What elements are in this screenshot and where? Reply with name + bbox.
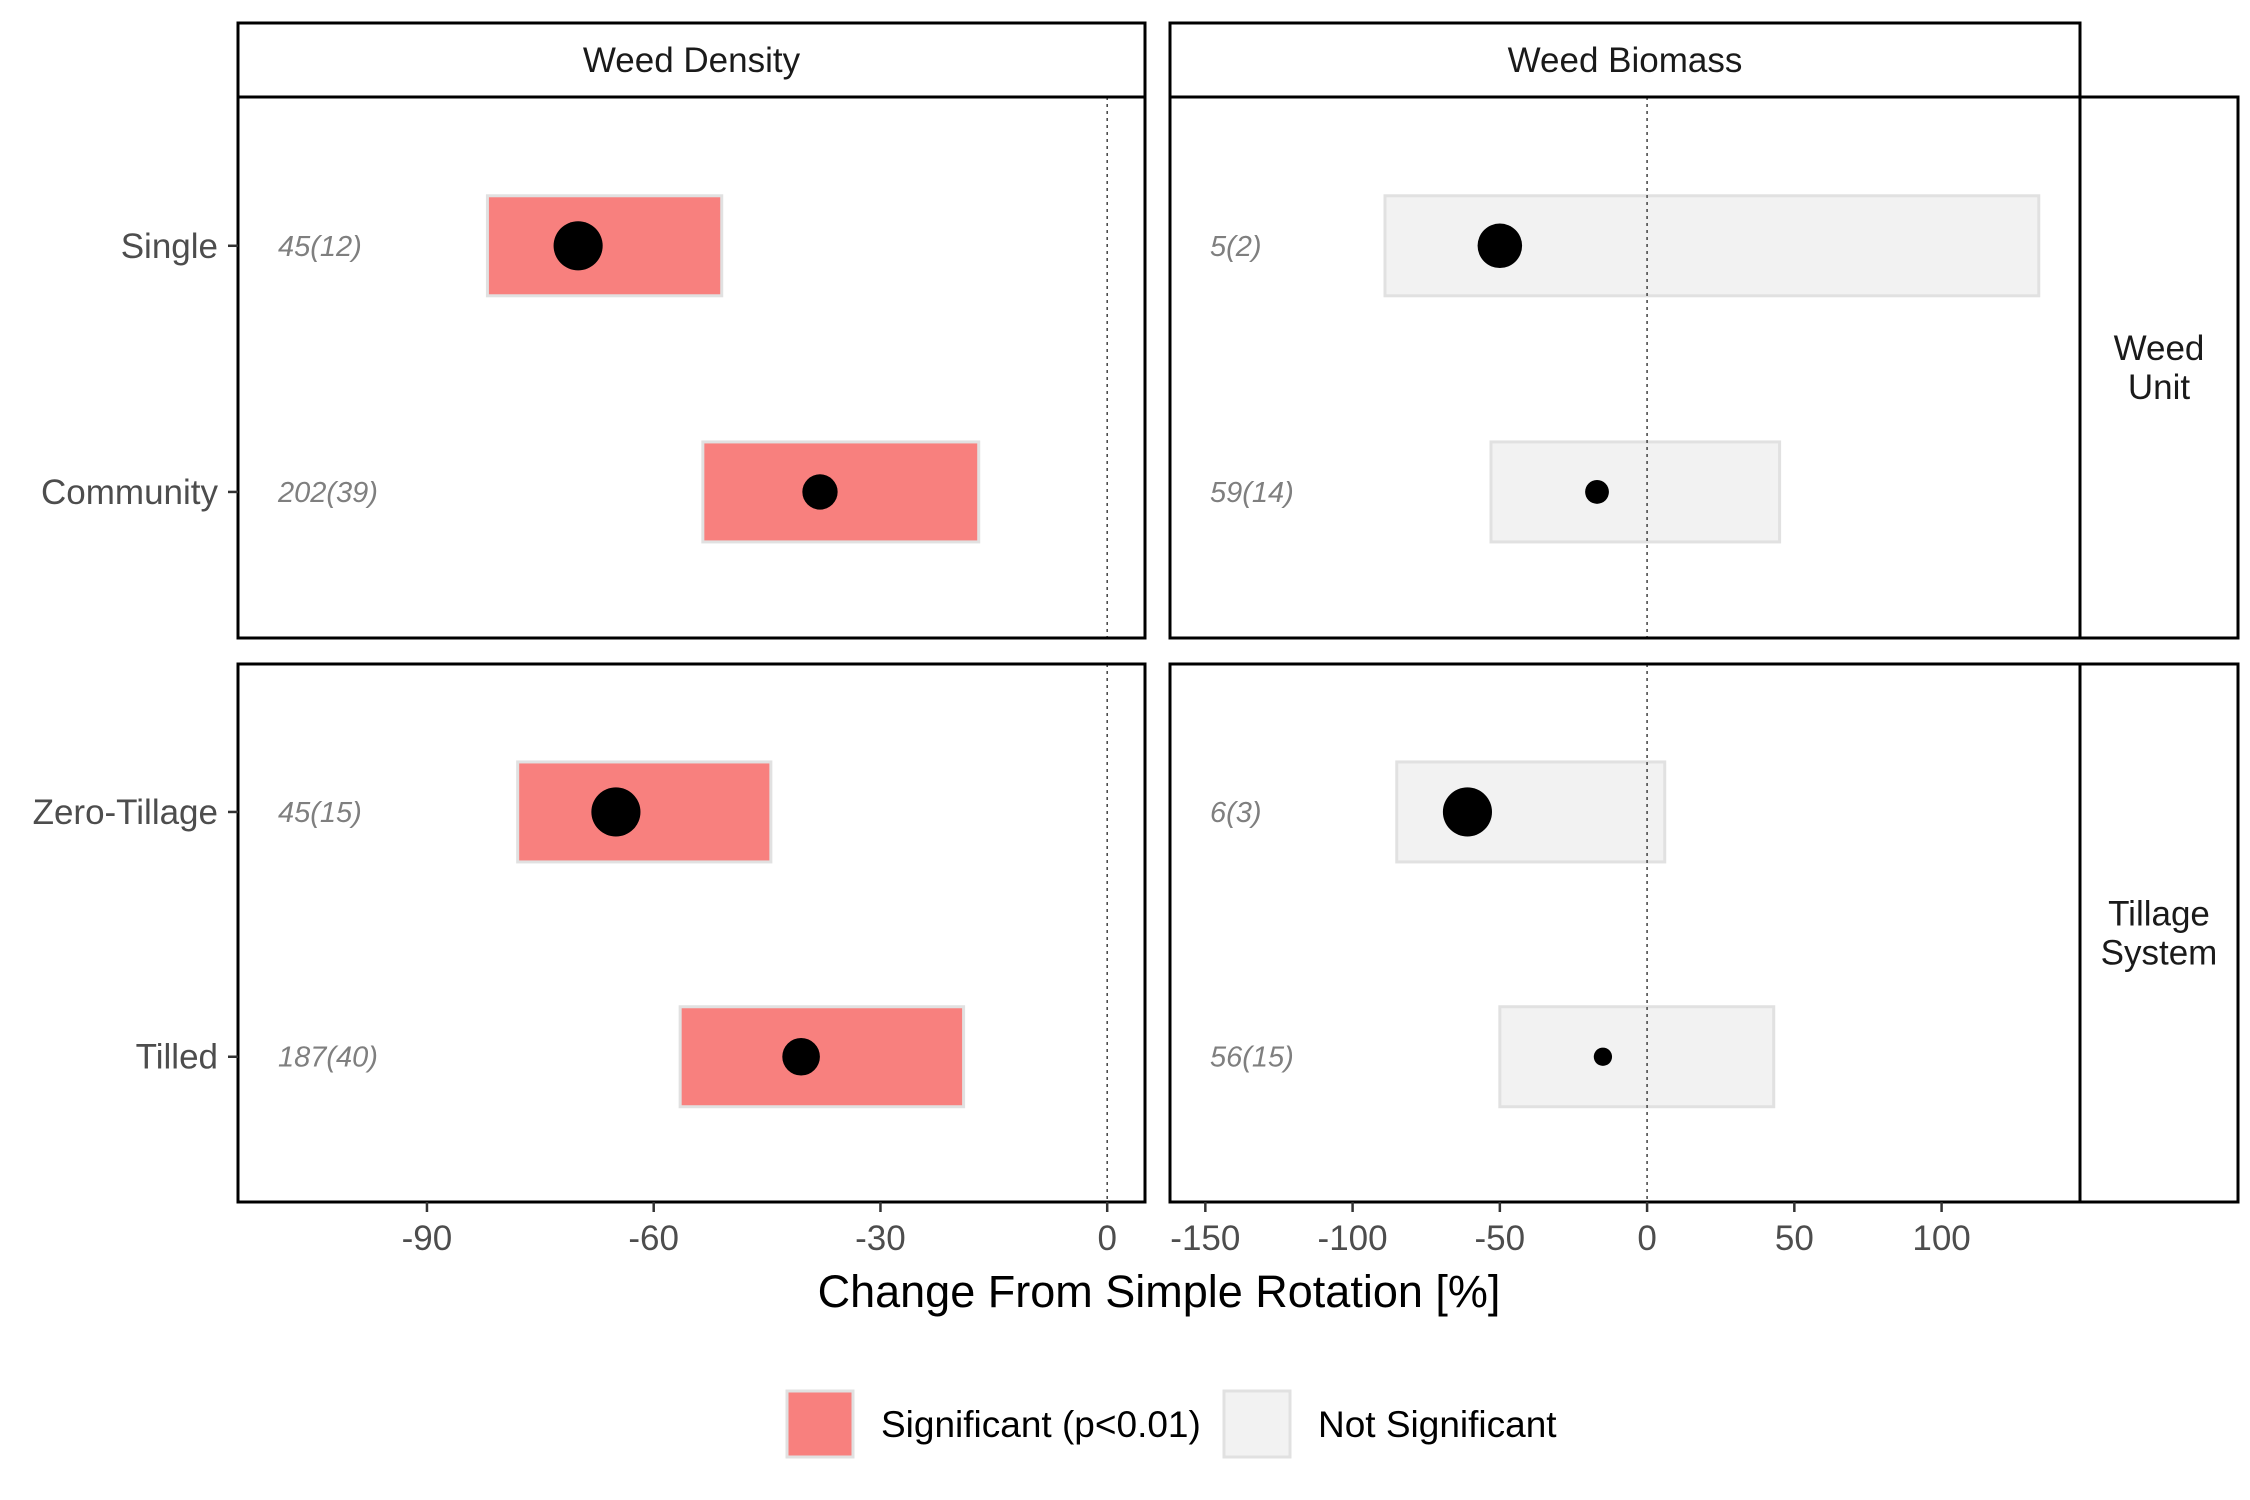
panel-background [238, 97, 1145, 638]
sample-size-label: 187(40) [278, 1042, 378, 1074]
facet-strip-label: Weed Biomass [1508, 41, 1743, 80]
legend-key-not-significant [1222, 1389, 1292, 1459]
estimate-point-weed-biomass-single [1477, 223, 1523, 269]
panel-background [1170, 97, 2080, 638]
y-tick-label-zero-tillage: Zero-Tillage [33, 793, 218, 832]
sample-size-label: 5(2) [1210, 231, 1262, 263]
x-tick-label: 100 [1912, 1219, 1970, 1258]
facet-strip-label: Unit [2128, 368, 2191, 407]
x-tick-label: -60 [628, 1219, 679, 1258]
panel-border-weed-density-tillage-system [236, 662, 1147, 1204]
legend-label: Not Significant [1318, 1404, 1557, 1445]
x-tick-label: -100 [1318, 1219, 1388, 1258]
legend-label: Significant (p<0.01) [881, 1404, 1201, 1445]
facet-strip-weed-biomass [1168, 21, 2082, 99]
ci-box-weed-density-community [701, 440, 981, 544]
ci-box-weed-density-tilled [678, 1005, 966, 1109]
facet-strip-label: Weed [2114, 329, 2205, 368]
sample-size-label: 45(12) [278, 231, 362, 263]
panel-border-weed-biomass-weed-unit [1168, 95, 2082, 640]
sample-size-label: 6(3) [1210, 797, 1262, 829]
facet-strip-label: System [2101, 934, 2218, 973]
x-tick-label: -90 [402, 1219, 453, 1258]
y-tick-label-tilled: Tilled [136, 1038, 218, 1077]
legend-key-significant-p-0-01 [785, 1389, 855, 1459]
sample-size-label: 45(15) [278, 797, 362, 829]
ci-box-weed-density-single [485, 194, 724, 298]
ci-box-weed-biomass-community [1489, 440, 1782, 544]
panel-border-weed-biomass-tillage-system [1168, 662, 2082, 1204]
x-axis-title: Change From Simple Rotation [%] [818, 1266, 1501, 1317]
facet-strip-weed-unit [2078, 95, 2240, 640]
x-tick-label: -150 [1170, 1219, 1240, 1258]
estimate-point-weed-biomass-tilled [1593, 1047, 1613, 1066]
panel-border-weed-density-weed-unit [236, 95, 1147, 640]
panel-background [238, 664, 1145, 1202]
estimate-point-weed-density-single [553, 221, 603, 271]
x-tick-label: 50 [1775, 1219, 1814, 1258]
x-tick-label: -30 [855, 1219, 906, 1258]
estimate-point-weed-biomass-zero-tillage [1442, 787, 1492, 837]
ci-box-weed-biomass-zero-tillage [1395, 760, 1667, 864]
panel-background [1170, 664, 2080, 1202]
y-tick-label-single: Single [121, 227, 218, 266]
sample-size-label: 59(14) [1210, 477, 1294, 509]
x-tick-label: 0 [1637, 1219, 1656, 1258]
x-tick-label: 0 [1097, 1219, 1116, 1258]
estimate-point-weed-biomass-community [1585, 480, 1609, 504]
facet-strip-weed-density [236, 21, 1147, 99]
ci-box-weed-density-zero-tillage [516, 760, 773, 864]
estimate-point-weed-density-community [802, 474, 838, 510]
facet-strip-tillage-system [2078, 662, 2240, 1204]
y-tick-label-community: Community [41, 473, 218, 512]
estimate-point-weed-density-tilled [782, 1037, 820, 1076]
x-tick-label: -50 [1475, 1219, 1526, 1258]
facet-strip-label: Tillage [2108, 895, 2210, 934]
facet-strip-label: Weed Density [583, 41, 801, 80]
sample-size-label: 56(15) [1210, 1042, 1294, 1074]
ci-box-weed-biomass-tilled [1498, 1005, 1776, 1109]
sample-size-label: 202(39) [277, 477, 378, 509]
estimate-point-weed-density-zero-tillage [591, 787, 641, 837]
